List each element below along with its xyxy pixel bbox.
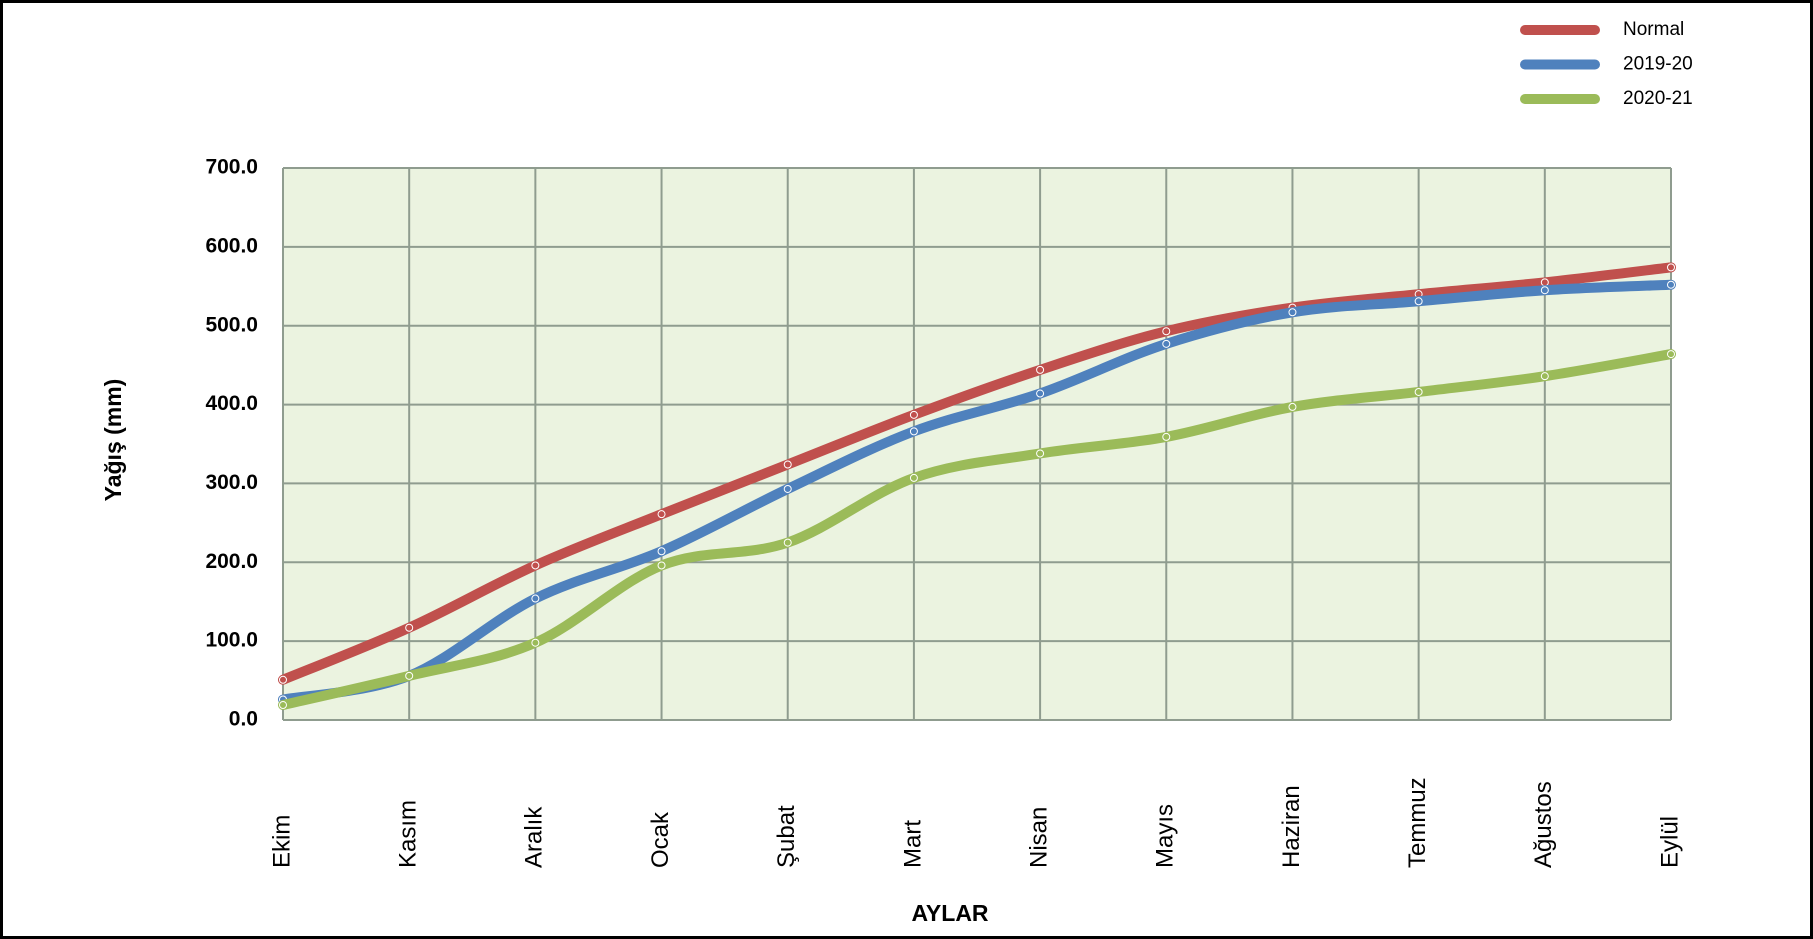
- data-point: [1162, 327, 1171, 336]
- data-point: [657, 547, 666, 556]
- data-point: [1162, 432, 1171, 441]
- series-line: [278, 349, 1676, 711]
- legend-label: Normal: [1623, 19, 1684, 40]
- data-point: [1414, 297, 1423, 306]
- data-point: [1036, 389, 1045, 398]
- y-tick-label: 200.0: [205, 550, 258, 573]
- x-axis-label: AYLAR: [911, 900, 988, 926]
- x-tick-label: Ocak: [647, 811, 674, 868]
- x-tick-label: Mart: [899, 820, 926, 868]
- x-tick-label: Temmuz: [1404, 777, 1431, 868]
- data-point: [405, 623, 414, 632]
- data-point: [783, 538, 792, 547]
- data-point: [1036, 365, 1045, 374]
- data-point: [783, 484, 792, 493]
- data-point: [909, 410, 918, 419]
- data-point: [1667, 280, 1675, 289]
- x-tick-label: Ağustos: [1530, 781, 1557, 868]
- data-point: [1288, 402, 1297, 411]
- data-point: [909, 473, 918, 482]
- y-tick-label: 0.0: [229, 708, 258, 731]
- data-point: [1540, 372, 1549, 381]
- data-point: [279, 675, 287, 684]
- data-point: [531, 561, 540, 570]
- x-tick-label: Nisan: [1025, 807, 1052, 868]
- series-line: [278, 279, 1676, 705]
- y-axis-label: Yağış (mm): [100, 379, 126, 502]
- data-point: [1162, 339, 1171, 348]
- data-point: [657, 561, 666, 570]
- y-tick-label: 300.0: [205, 471, 258, 494]
- y-tick-label: 700.0: [205, 156, 258, 179]
- data-point: [1540, 278, 1549, 287]
- y-tick-label: 500.0: [205, 313, 258, 336]
- data-point: [1667, 263, 1675, 272]
- y-tick-label: 400.0: [205, 392, 258, 415]
- x-tick-label: Mayıs: [1152, 804, 1179, 868]
- data-point: [909, 427, 918, 436]
- x-tick-label: Aralık: [521, 806, 548, 868]
- data-point: [531, 594, 540, 603]
- data-point: [405, 671, 414, 680]
- data-point: [531, 638, 540, 647]
- y-tick-label: 600.0: [205, 234, 258, 257]
- x-tick-label: Ekim: [268, 815, 295, 868]
- plot-area: [283, 168, 1671, 720]
- legend-label: 2019-20: [1623, 54, 1693, 75]
- data-point: [657, 510, 666, 519]
- data-point: [279, 701, 287, 710]
- x-tick-label: Şubat: [773, 805, 800, 868]
- x-tick-label: Eylül: [1656, 816, 1683, 868]
- x-tick-label: Haziran: [1278, 785, 1305, 868]
- data-point: [1540, 286, 1549, 295]
- x-tick-label: Kasım: [395, 800, 422, 868]
- data-point: [1414, 387, 1423, 396]
- series-line: [278, 262, 1676, 685]
- legend-label: 2020-21: [1623, 88, 1693, 109]
- data-point: [1036, 449, 1045, 458]
- data-point: [783, 460, 792, 469]
- data-point: [1667, 350, 1675, 359]
- data-point: [1288, 308, 1297, 317]
- y-tick-label: 100.0: [205, 629, 258, 652]
